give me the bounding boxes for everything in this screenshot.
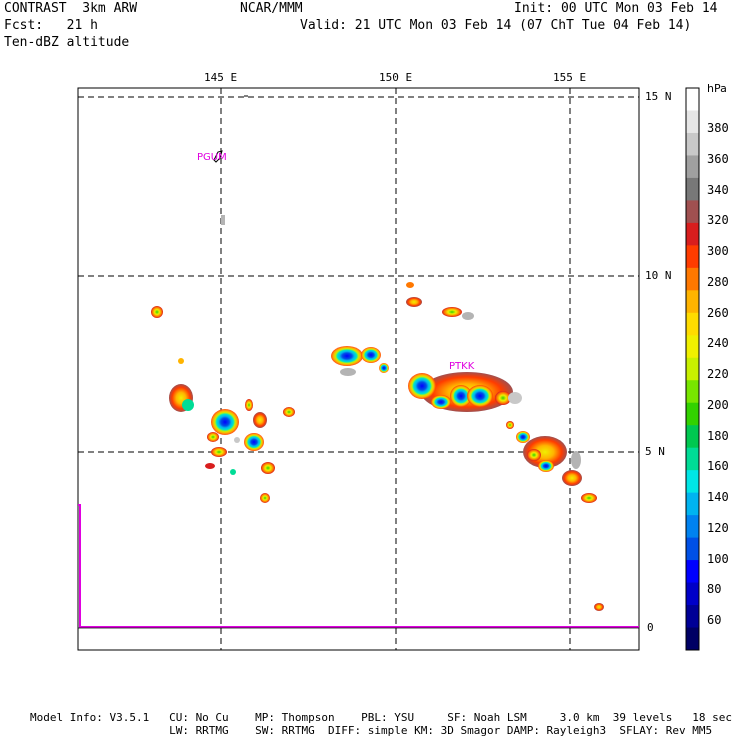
colorbar-swatch xyxy=(686,177,699,201)
zero-contour-line xyxy=(78,504,639,628)
colorbar-swatch xyxy=(686,200,699,224)
lon-label-155: 155 E xyxy=(553,71,587,84)
colorbar-swatch xyxy=(686,267,699,291)
field-name: Ten-dBZ altitude xyxy=(4,35,130,50)
colorbar-label: 120 xyxy=(707,520,729,535)
radar-echoes xyxy=(151,215,604,611)
colorbar-label: 280 xyxy=(707,274,729,289)
colorbar xyxy=(686,88,699,651)
colorbar-swatch xyxy=(686,132,699,156)
init-time: Init: 00 UTC Mon 03 Feb 14 xyxy=(514,1,718,16)
colorbar-label: 200 xyxy=(707,397,729,412)
colorbar-label: 80 xyxy=(707,582,722,597)
model-info-line2: LW: RRTMG SW: RRTMG DIFF: simple KM: 3D … xyxy=(30,724,713,737)
valid-time: Valid: 21 UTC Mon 03 Feb 14 (07 ChT Tue … xyxy=(300,18,692,33)
colorbar-label: 300 xyxy=(707,244,729,258)
colorbar-swatch xyxy=(686,560,699,584)
station-pgum: PGUM xyxy=(197,152,227,163)
colorbar-swatch xyxy=(686,155,699,179)
colorbar-label: 60 xyxy=(707,613,722,627)
colorbar-label: 340 xyxy=(707,182,729,197)
colorbar-swatch xyxy=(686,515,699,539)
colorbar-label: 180 xyxy=(707,428,729,443)
station-ptkk: PTKK xyxy=(449,361,475,372)
colorbar-swatch xyxy=(686,605,699,629)
colorbar-swatch xyxy=(686,357,699,381)
colorbar-swatch xyxy=(686,110,699,134)
zero-label: 0 xyxy=(647,621,654,634)
colorbar-frame xyxy=(685,87,700,651)
lon-label-150: 150 E xyxy=(379,71,413,84)
guam-coastline xyxy=(213,150,223,163)
colorbar-label: 320 xyxy=(707,213,729,228)
colorbar-swatch xyxy=(686,627,699,651)
colorbar-swatch xyxy=(686,335,699,359)
colorbar-swatch xyxy=(686,222,699,246)
colorbar-label: 100 xyxy=(707,551,729,566)
lat-lon-grid xyxy=(78,88,639,650)
colorbar-label: 160 xyxy=(707,459,729,474)
colorbar-label: 360 xyxy=(707,151,729,166)
colorbar-label: 220 xyxy=(707,367,729,381)
model-info-line1: Model Info: V3.5.1 CU: No Cu MP: Thompso… xyxy=(30,711,732,724)
colorbar-swatch xyxy=(686,537,699,561)
colorbar-label: 140 xyxy=(707,490,729,504)
lat-label-10: 10 N xyxy=(645,269,672,282)
colorbar-unit: hPa xyxy=(707,82,727,95)
center-title: NCAR/MMM xyxy=(240,1,303,16)
lat-label-5: 5 N xyxy=(645,445,665,458)
colorbar-swatch xyxy=(686,402,699,426)
colorbar-swatch xyxy=(686,470,699,494)
colorbar-swatch xyxy=(686,290,699,314)
colorbar-swatch xyxy=(686,245,699,269)
forecast-hour: Fcst: 21 h xyxy=(4,18,98,33)
colorbar-label: 260 xyxy=(707,305,729,320)
colorbar-label: 240 xyxy=(707,336,729,351)
colorbar-swatch xyxy=(686,447,699,471)
colorbar-swatch xyxy=(686,492,699,516)
lat-label-15: 15 N xyxy=(645,90,672,103)
colorbar-swatch xyxy=(686,582,699,606)
model-title: CONTRAST 3km ARW xyxy=(4,1,138,16)
colorbar-swatch xyxy=(686,380,699,404)
colorbar-swatch xyxy=(686,312,699,336)
colorbar-swatch xyxy=(686,88,699,111)
map-frame xyxy=(77,87,640,651)
colorbar-swatch xyxy=(686,425,699,449)
colorbar-label: 380 xyxy=(707,121,729,135)
lon-label-145: 145 E xyxy=(204,71,238,84)
